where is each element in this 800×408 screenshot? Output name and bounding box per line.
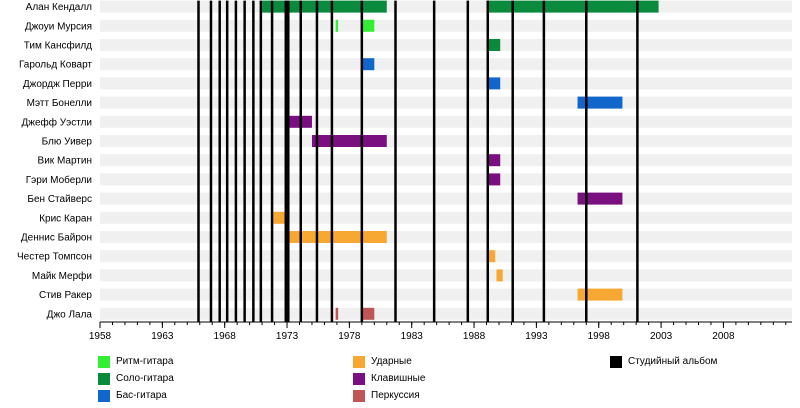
member-name: Майк Мерфи xyxy=(32,270,92,282)
member-name: Тим Кансфилд xyxy=(24,40,92,52)
member-name: Стив Ракер xyxy=(39,290,92,301)
row-band xyxy=(100,77,792,90)
row-bands xyxy=(100,0,792,320)
member-name: Джо Лала xyxy=(47,309,93,320)
member-name: Алан Кендалл xyxy=(26,2,93,13)
member-name: Честер Томпсон xyxy=(17,252,92,263)
membership-bar xyxy=(486,154,501,167)
member-name: Гарольд Коварт xyxy=(19,60,92,71)
membership-bar xyxy=(361,19,375,32)
tick-label: 2003 xyxy=(650,331,673,342)
membership-bar xyxy=(335,307,339,320)
member-name: Вик Мартин xyxy=(38,156,92,167)
member-name: Крис Каран xyxy=(39,213,92,224)
legend-swatch xyxy=(98,389,110,402)
legend-swatch xyxy=(353,372,365,385)
member-name: Мэтт Бонелли xyxy=(27,98,92,109)
membership-bar xyxy=(311,135,387,147)
membership-bar xyxy=(486,39,501,51)
membership-bar xyxy=(335,19,339,32)
tick-label: 1978 xyxy=(338,331,361,342)
legend-swatch xyxy=(353,389,365,402)
tick-label: 1993 xyxy=(525,331,548,342)
legend-label: Ритм-гитара xyxy=(116,356,174,367)
legend-label: Студийный альбом xyxy=(628,356,718,367)
legend-label: Ударные xyxy=(371,356,412,367)
row-band xyxy=(100,173,792,186)
membership-bar xyxy=(486,173,501,186)
row-band xyxy=(100,115,792,128)
legend-item: Перкуссия xyxy=(353,389,420,402)
membership-bar xyxy=(496,269,503,282)
legend-label: Соло-гитара xyxy=(116,373,174,384)
legend-item: Ритм-гитара xyxy=(98,355,173,368)
row-band xyxy=(100,135,792,147)
membership-bar xyxy=(486,77,501,90)
member-name: Джоуи Мурсия xyxy=(25,21,92,32)
row-band xyxy=(100,211,792,224)
membership-bar xyxy=(273,211,288,224)
legend-item: Студийный альбом xyxy=(610,355,717,368)
x-axis: 1958 1963 1968 1973 1978 1983 1988 1993 1998 2003… xyxy=(89,321,792,342)
legend-swatch xyxy=(353,355,365,368)
membership-bar xyxy=(262,0,387,13)
membership-bar xyxy=(486,0,659,13)
legend-label: Клавишные xyxy=(371,373,426,384)
tick-label: 1968 xyxy=(214,331,237,342)
row-band xyxy=(100,192,792,205)
legend-swatch xyxy=(98,355,110,368)
row-band xyxy=(100,58,792,71)
member-name: Гэри Моберли xyxy=(26,174,92,186)
legend-item: Соло-гитара xyxy=(98,372,174,385)
member-name: Деннис Байрон xyxy=(21,233,92,244)
member-name: Блю Уивер xyxy=(42,137,93,148)
tick-label: 1973 xyxy=(276,331,299,342)
membership-bar xyxy=(486,250,496,263)
member-names: Алан Кендалл Джоуи Мурсия Тим Кансфилд Гаро… xyxy=(17,2,92,320)
row-band xyxy=(100,19,792,32)
row-band xyxy=(100,231,792,243)
member-name: Бен Стайверс xyxy=(27,194,92,205)
tick-label: 1958 xyxy=(89,331,112,342)
membership-bar xyxy=(361,58,375,71)
legend-swatch xyxy=(98,372,110,385)
row-band xyxy=(100,288,792,301)
row-band xyxy=(100,250,792,263)
member-name: Джордж Перри xyxy=(23,79,92,90)
row-band xyxy=(100,39,792,51)
legend-label: Перкуссия xyxy=(371,390,420,401)
row-band xyxy=(100,96,792,109)
membership-bar xyxy=(361,307,375,320)
legend-item: Клавишные xyxy=(353,372,425,385)
tick-label: 2008 xyxy=(712,331,735,342)
row-band xyxy=(100,269,792,282)
membership-bar xyxy=(577,288,623,301)
album-lines xyxy=(197,0,639,322)
legend-label: Бас-гитара xyxy=(116,390,167,401)
membership-bar xyxy=(577,96,623,109)
row-band xyxy=(100,307,792,320)
legend-item: Бас-гитара xyxy=(98,389,167,402)
tick-label: 1983 xyxy=(401,331,424,342)
tick-label: 1963 xyxy=(151,331,174,342)
legend-swatch xyxy=(610,355,622,368)
row-band xyxy=(100,0,792,13)
tick-label: 1988 xyxy=(463,331,486,342)
row-band xyxy=(100,154,792,167)
member-name: Джефф Уэстли xyxy=(22,116,93,128)
tick-label: 1998 xyxy=(588,331,611,342)
legend-item: Ударные xyxy=(353,355,412,368)
membership-bar xyxy=(577,192,623,205)
